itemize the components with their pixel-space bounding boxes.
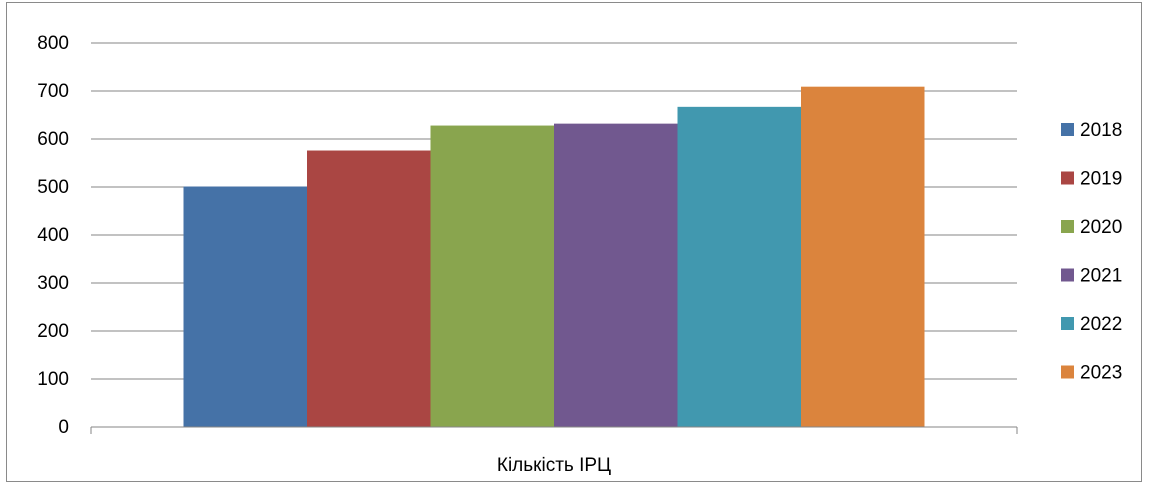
y-axis-tick-labels: 0 100 200 300 400 500 600 700 800 — [37, 33, 69, 438]
bar-2023 — [801, 86, 925, 428]
bar-2022 — [677, 106, 801, 427]
legend-label: 2021 — [1080, 266, 1122, 287]
y-tick-label: 400 — [37, 225, 69, 246]
y-tick-label: 100 — [37, 369, 69, 390]
legend-label: 2022 — [1080, 314, 1122, 335]
legend-label: 2023 — [1080, 363, 1122, 384]
legend-swatch — [1061, 268, 1074, 282]
bar-2019 — [307, 150, 431, 427]
legend-swatch — [1061, 317, 1074, 330]
legend-item-2019: 2019 — [1061, 169, 1122, 190]
legend-label: 2020 — [1080, 217, 1122, 238]
legend-swatch — [1061, 365, 1074, 379]
chart-frame: 0 100 200 300 400 500 600 700 800 Кількість ІРЦ … — [6, 2, 1142, 482]
y-tick-label: 0 — [58, 417, 69, 438]
legend-label: 2019 — [1080, 169, 1122, 190]
legend: 2018 2019 2020 2021 2022 2023 — [1061, 120, 1122, 384]
legend-label: 2018 — [1080, 120, 1122, 141]
legend-item-2018: 2018 — [1061, 120, 1122, 141]
legend-swatch — [1061, 220, 1074, 233]
bar-2020 — [430, 125, 554, 427]
y-tick-label: 800 — [37, 33, 69, 54]
legend-swatch — [1061, 123, 1074, 136]
y-tick-label: 600 — [37, 129, 69, 150]
y-tick-label: 300 — [37, 273, 69, 294]
legend-item-2020: 2020 — [1061, 217, 1122, 238]
legend-item-2023: 2023 — [1061, 363, 1122, 384]
bars — [183, 86, 925, 428]
bar-2021 — [554, 123, 678, 427]
legend-item-2022: 2022 — [1061, 314, 1122, 335]
y-tick-label: 200 — [37, 321, 69, 342]
bar-2018 — [183, 186, 307, 427]
y-tick-label: 500 — [37, 177, 69, 198]
y-tick-label: 700 — [37, 81, 69, 102]
legend-item-2021: 2021 — [1061, 266, 1122, 287]
legend-swatch — [1061, 171, 1074, 185]
x-axis-category-label: Кількість ІРЦ — [497, 455, 611, 476]
